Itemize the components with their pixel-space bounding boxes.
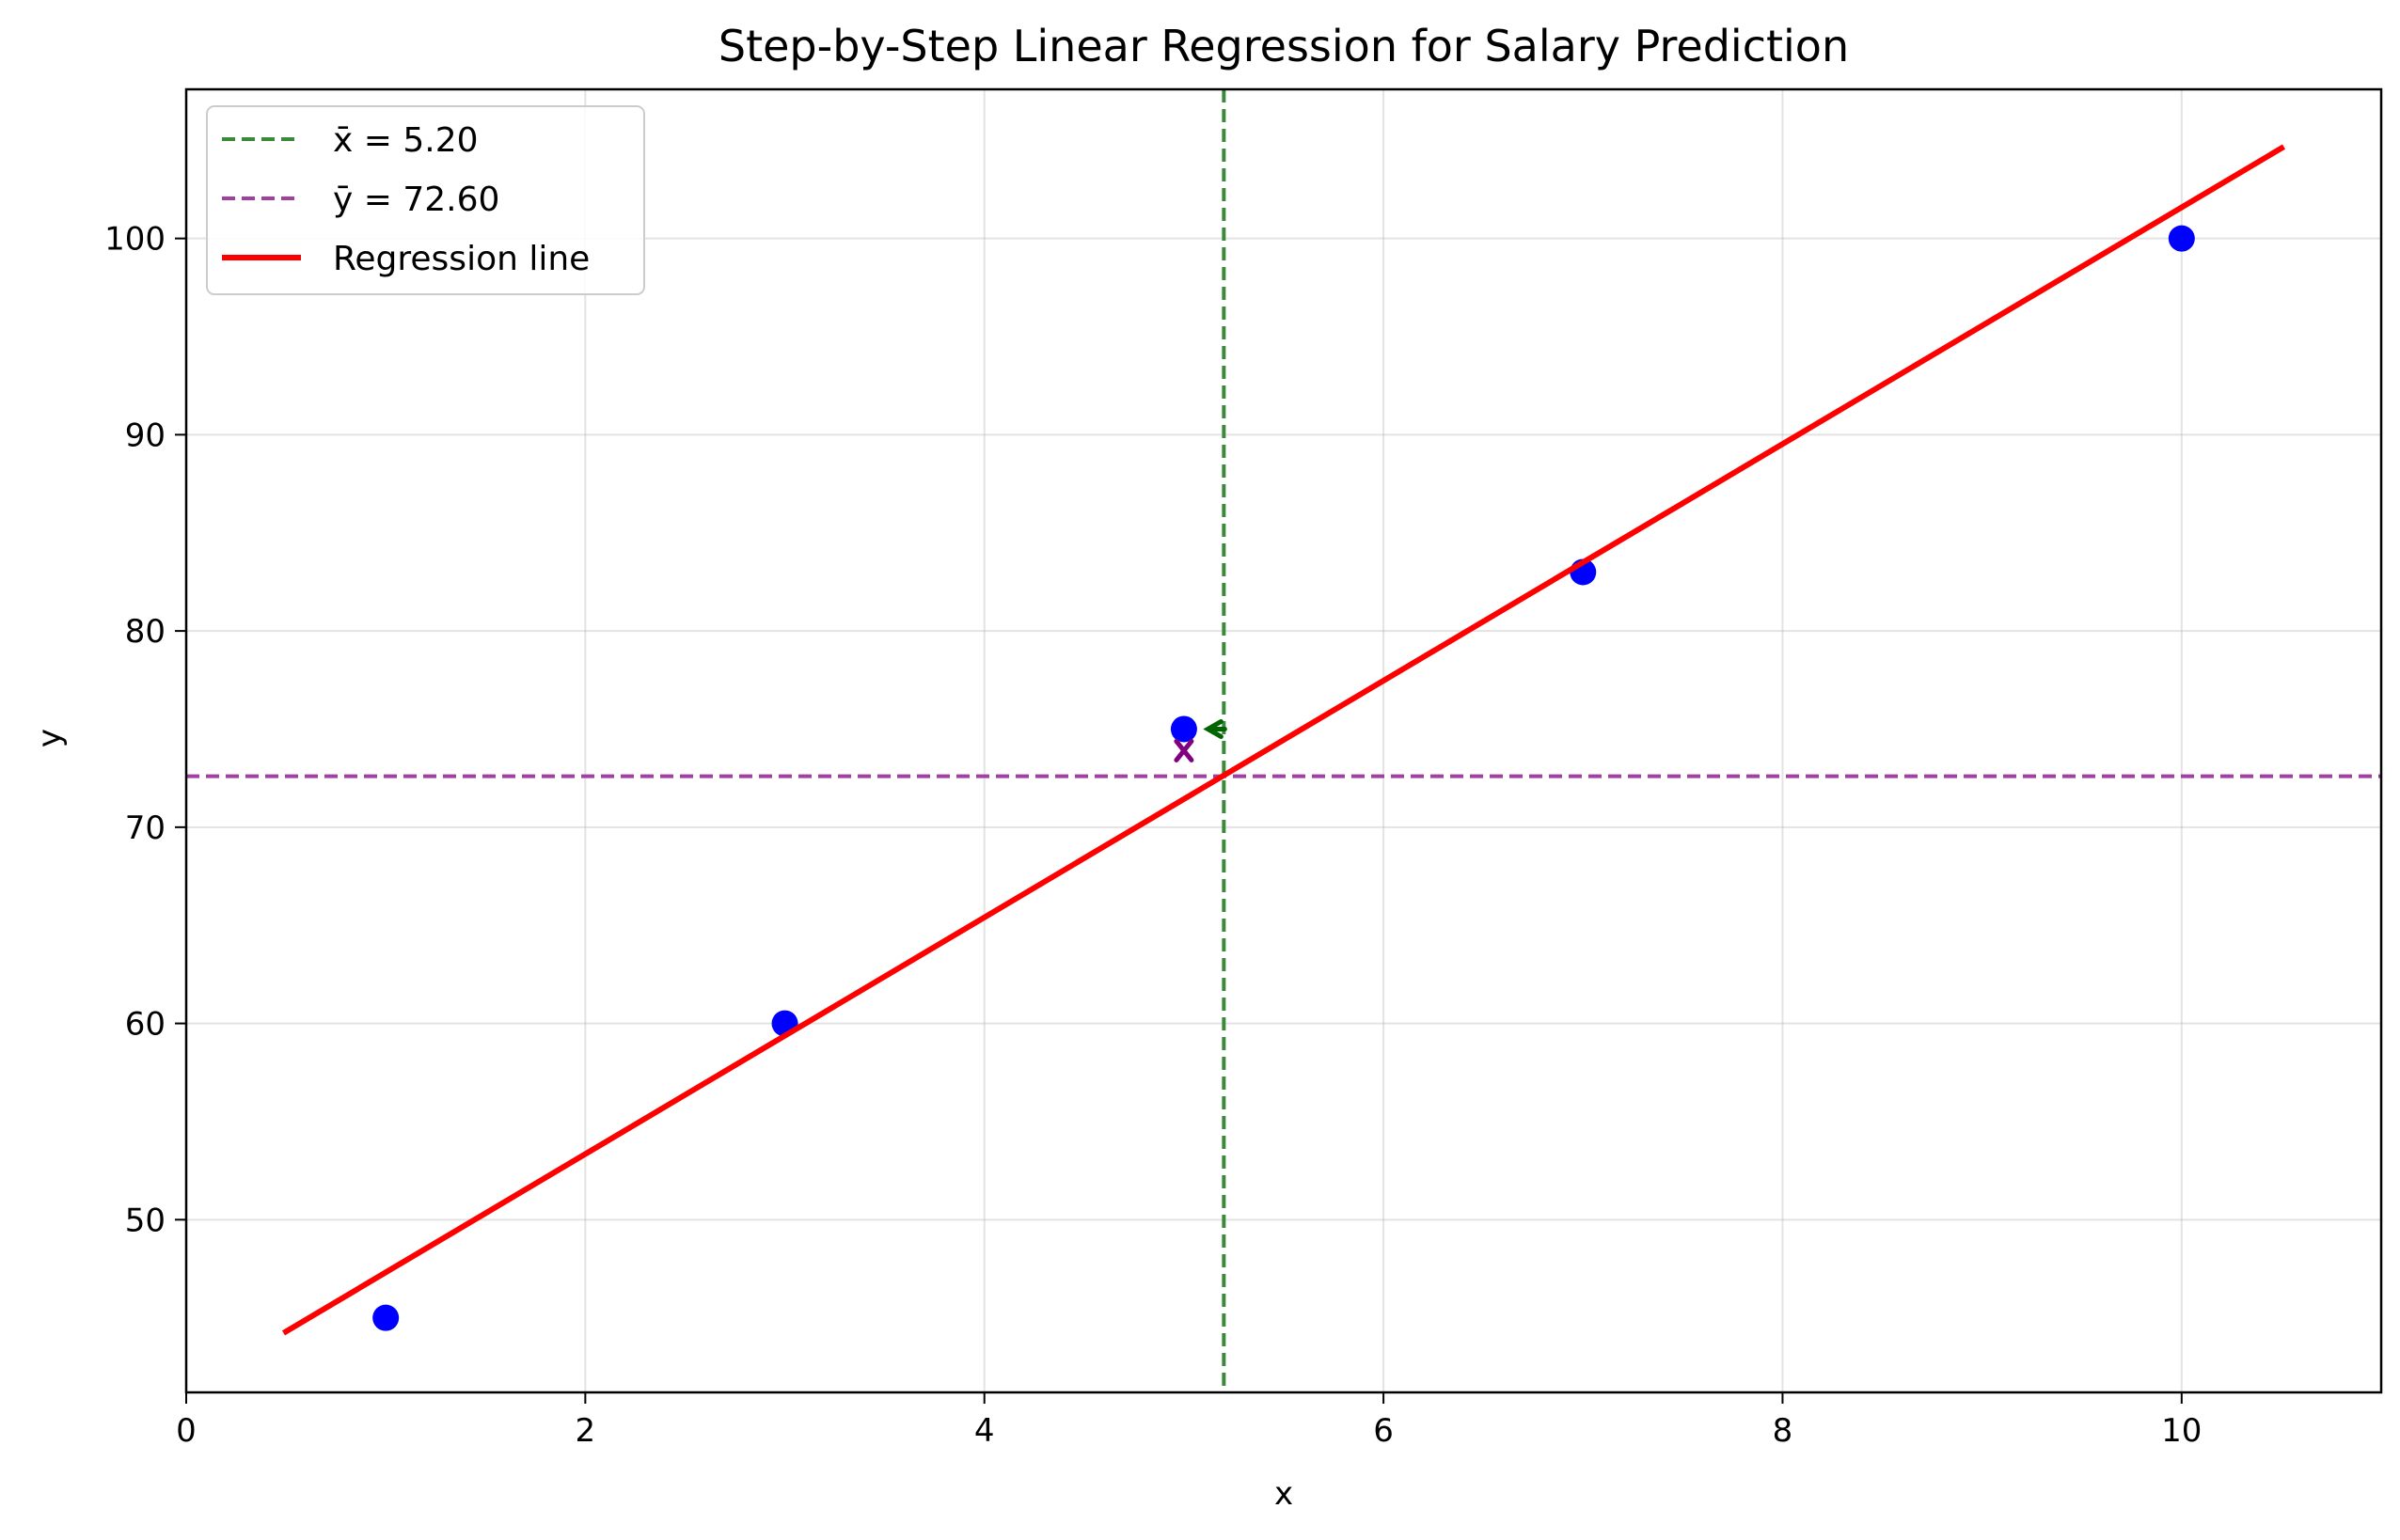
deviation-marker-y: [1174, 738, 1194, 762]
x-tick-label: 6: [1373, 1412, 1394, 1450]
reference-lines: [186, 89, 2381, 1392]
regression-line: [281, 144, 2286, 1336]
data-point: [372, 1304, 400, 1331]
legend-label-mean-y: ȳ = 72.60: [333, 181, 499, 219]
axes-frame: [184, 87, 2383, 1394]
x-tick-label: 0: [176, 1412, 197, 1450]
x-tick-label: 10: [2161, 1412, 2202, 1450]
y-axis-label: y: [31, 729, 69, 747]
y-tick-label: 60: [125, 1006, 166, 1044]
data-point: [2168, 225, 2195, 252]
deviation-marker-x: [1203, 718, 1227, 739]
legend: x̄ = 5.20 ȳ = 72.60 Regression line: [206, 105, 645, 295]
x-tick-label: 8: [1773, 1412, 1793, 1450]
y-tick-label: 50: [125, 1202, 166, 1239]
chart-title: Step-by-Step Linear Regression for Salar…: [718, 21, 1849, 71]
x-axis-label: x: [1274, 1475, 1293, 1513]
grid: [185, 89, 2381, 1392]
legend-box: [206, 105, 645, 295]
y-tick-label: 100: [104, 221, 166, 259]
x-tick-label: 4: [974, 1412, 995, 1450]
x-tick-label: 2: [576, 1412, 596, 1450]
data-point: [1170, 715, 1197, 743]
legend-label-regression: Regression line: [333, 240, 590, 278]
ticks: 0 2 4 6 8 10 50 60 70 80 90 100: [104, 221, 2202, 1450]
y-tick-label: 70: [125, 809, 166, 847]
y-tick-label: 90: [125, 416, 166, 454]
data-marks: [281, 144, 2286, 1336]
legend-label-mean-x: x̄ = 5.20: [333, 121, 479, 160]
y-tick-label: 80: [125, 613, 166, 651]
